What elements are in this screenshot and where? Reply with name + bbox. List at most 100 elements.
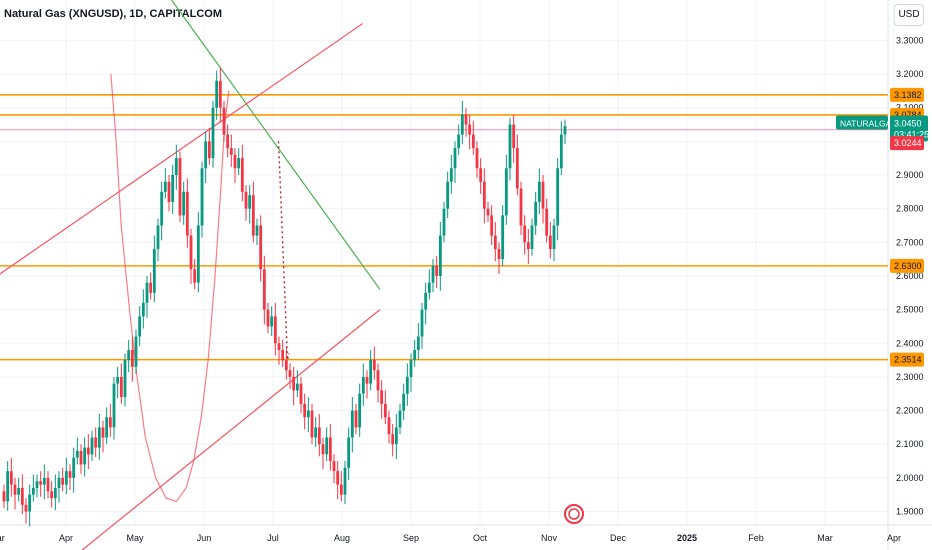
- candle-body: [149, 282, 153, 293]
- y-tick-label: 2.0000: [896, 473, 924, 483]
- x-tick-label: Apr: [887, 533, 901, 543]
- candle-body: [229, 148, 233, 155]
- y-tick-label: 2.8000: [896, 204, 924, 214]
- candle-body: [453, 148, 457, 169]
- y-tick-label: 2.1000: [896, 439, 924, 449]
- y-tick-label: 2.9000: [896, 170, 924, 180]
- candle-body: [255, 225, 259, 236]
- candle-body: [325, 437, 329, 455]
- candle-body: [266, 309, 270, 327]
- event-marker-icon: [564, 504, 584, 524]
- y-tick-label: 2.2000: [896, 406, 924, 416]
- candle-body: [464, 114, 468, 125]
- last-price-bg: [890, 115, 928, 142]
- candle-body: [138, 316, 142, 337]
- candle-body: [515, 148, 519, 189]
- candle-body: [405, 376, 409, 394]
- candle-body: [438, 235, 442, 276]
- candle-body: [380, 390, 384, 404]
- candle-body: [424, 292, 428, 310]
- candle-body: [295, 383, 299, 391]
- y-tick-label: 2.5000: [896, 305, 924, 315]
- candle-body: [130, 350, 134, 367]
- x-tick-label: Jul: [267, 533, 279, 543]
- candle-body: [354, 410, 358, 428]
- trendline-lower-channel: [81, 309, 381, 550]
- candle-body: [376, 370, 380, 391]
- level-price-label: 3.1382: [894, 90, 922, 100]
- candle-body: [237, 158, 241, 169]
- candle-body: [519, 188, 523, 226]
- candle-body: [233, 154, 237, 169]
- x-tick-label: Mar: [0, 533, 5, 543]
- x-tick-label: Jun: [197, 533, 212, 543]
- level-price-label-bg: [890, 87, 924, 102]
- y-tick-label: 3.2000: [896, 69, 924, 79]
- candle-body: [541, 181, 545, 209]
- candle-body: [53, 487, 57, 499]
- x-tick-label: Oct: [473, 533, 488, 543]
- x-tick-label: Feb: [748, 533, 764, 543]
- candle-body: [512, 124, 516, 149]
- candle-body: [79, 450, 83, 465]
- candle-body: [336, 471, 340, 485]
- symbol-tag-bg: [836, 115, 888, 130]
- candle-body: [105, 417, 109, 438]
- candle-body: [200, 168, 204, 226]
- candle-body: [112, 383, 116, 428]
- y-tick-label: 2.3000: [896, 372, 924, 382]
- candle-body: [270, 316, 274, 327]
- candle-body: [211, 107, 215, 159]
- candle-body: [97, 427, 101, 448]
- candle-body: [116, 376, 120, 384]
- candle-body: [460, 114, 464, 135]
- candle-body: [31, 487, 35, 495]
- y-tick-label: 3.3000: [896, 35, 924, 45]
- y-tick-label: 2.4000: [896, 338, 924, 348]
- candle-body: [39, 481, 43, 485]
- candle-body: [90, 437, 94, 455]
- candle-body: [226, 134, 230, 149]
- candle-body: [343, 467, 347, 495]
- candle-body: [145, 282, 149, 303]
- x-tick-label: Mar: [817, 533, 833, 543]
- event-marker-icon: [568, 508, 580, 520]
- candle-body: [552, 225, 556, 250]
- y-tick-label: 2.7000: [896, 237, 924, 247]
- x-tick-label: Aug: [334, 533, 350, 543]
- candle-body: [427, 282, 431, 293]
- candle-body: [17, 487, 21, 495]
- candle-body: [284, 360, 288, 371]
- candle-body: [526, 242, 530, 250]
- level-price-label: 2.3514: [894, 355, 922, 365]
- candle-body: [185, 191, 189, 236]
- x-tick-label: May: [126, 533, 144, 543]
- candle-body: [391, 434, 395, 445]
- candle-body: [398, 410, 402, 428]
- candle-body: [171, 175, 175, 202]
- y-tick-label: 3.1000: [896, 103, 924, 113]
- candle-body: [182, 191, 186, 216]
- candle-body: [193, 269, 197, 283]
- candle-body: [204, 141, 208, 169]
- candle-body: [347, 437, 351, 468]
- candle-body: [86, 447, 90, 455]
- x-tick-label: Nov: [541, 533, 558, 543]
- candle-body: [240, 158, 244, 192]
- candle-body: [2, 491, 6, 502]
- candle-body: [101, 427, 105, 438]
- candle-body: [402, 393, 406, 411]
- candle-body: [35, 481, 39, 488]
- candle-body: [493, 235, 497, 250]
- candle-body: [134, 336, 138, 367]
- candle-body: [277, 343, 281, 350]
- trendline-descending: [171, 0, 381, 290]
- candle-body: [6, 471, 10, 502]
- candle-body: [497, 249, 501, 260]
- candle-body: [189, 235, 193, 270]
- candle-body: [361, 376, 365, 394]
- candle-body: [523, 225, 527, 243]
- candle-body: [317, 427, 321, 445]
- candle-body: [457, 134, 461, 149]
